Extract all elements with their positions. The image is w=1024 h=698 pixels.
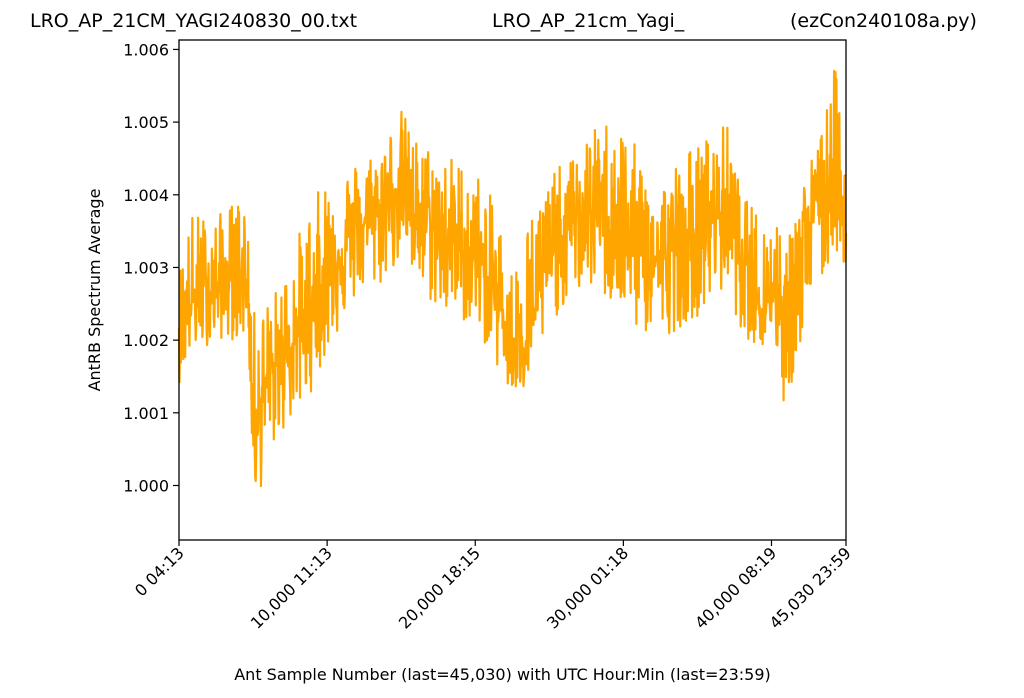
x-axis-label: Ant Sample Number (last=45,030) with UTC… bbox=[234, 665, 771, 684]
x-tick-label: 20,000 18:15 bbox=[395, 543, 484, 632]
y-tick-label: 1.001 bbox=[123, 404, 169, 423]
series-layer bbox=[177, 69, 848, 488]
y-axis: 1.000 1.001 1.002 1.003 1.004 1.005 1.006 bbox=[123, 40, 179, 495]
y-tick-label: 1.002 bbox=[123, 331, 169, 350]
y-axis-label: AntRB Spectrum Average bbox=[85, 189, 104, 392]
y-tick-label: 1.004 bbox=[123, 186, 169, 205]
y-tick-label: 1.006 bbox=[123, 40, 169, 59]
plot-frame bbox=[178, 39, 847, 541]
y-tick-label: 1.000 bbox=[123, 476, 169, 495]
x-tick-label: 0 04:13 bbox=[131, 543, 188, 600]
series-line bbox=[177, 69, 848, 488]
x-tick-label: 30,000 01:18 bbox=[543, 543, 632, 632]
chart-title-script: (ezCon240108a.py) bbox=[790, 10, 977, 32]
y-tick-label: 1.005 bbox=[123, 113, 169, 132]
chart-title-antenna: LRO_AP_21cm_Yagi_ bbox=[492, 10, 685, 32]
y-tick-label: 1.003 bbox=[123, 258, 169, 277]
x-axis: 0 04:13 10,000 11:13 20,000 18:15 30,000 01… bbox=[131, 540, 855, 633]
x-tick-label: 10,000 11:13 bbox=[247, 543, 336, 632]
chart-title-filename: LRO_AP_21CM_YAGI240830_00.txt bbox=[30, 10, 358, 32]
